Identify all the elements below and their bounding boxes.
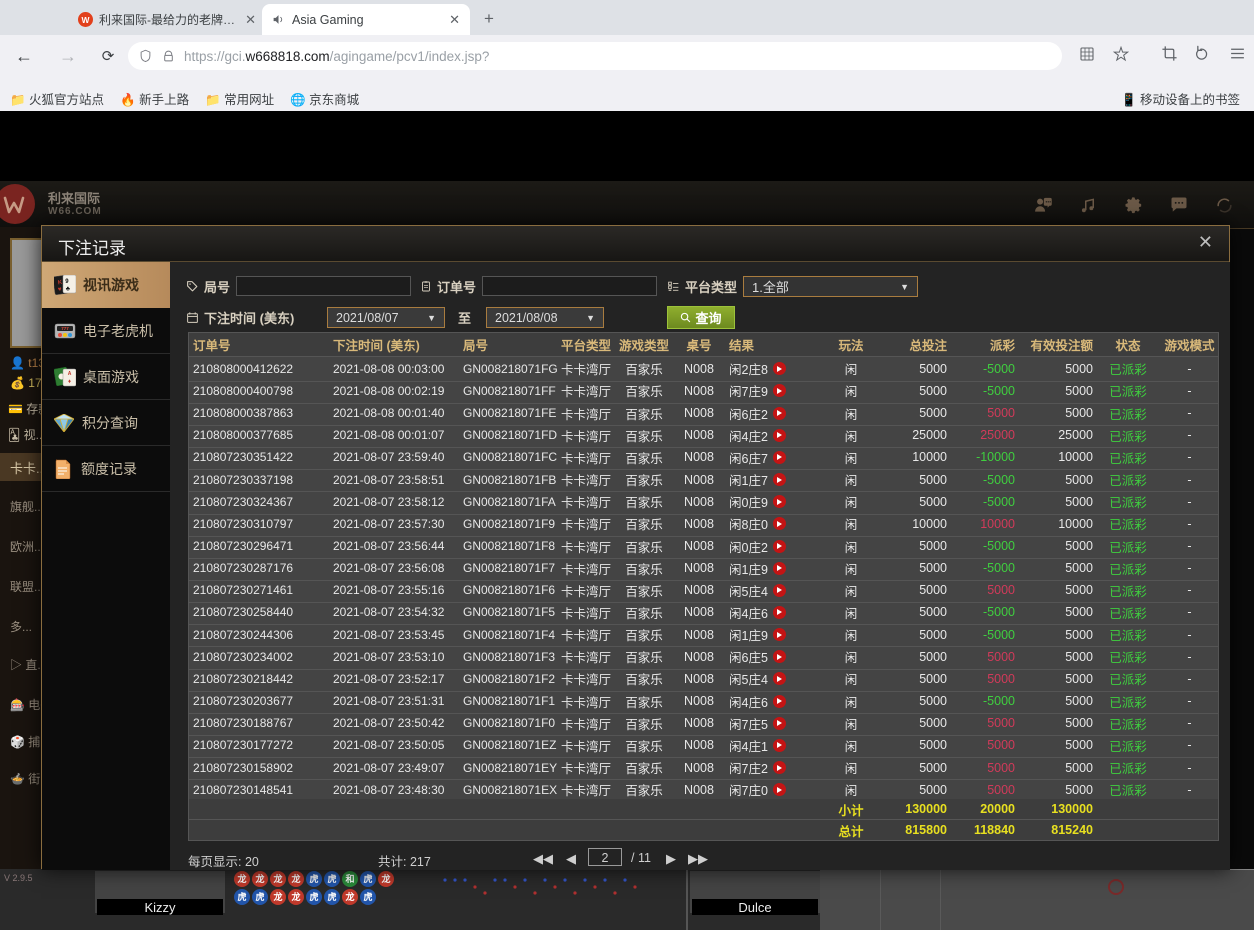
svg-text:虎: 虎 bbox=[327, 873, 336, 884]
svg-text:龙: 龙 bbox=[272, 891, 282, 902]
svg-text:A: A bbox=[68, 371, 72, 377]
svg-text:龙: 龙 bbox=[254, 873, 264, 884]
svg-text:♦: ♦ bbox=[68, 379, 71, 385]
svg-text:龙: 龙 bbox=[380, 873, 390, 884]
svg-text:龙: 龙 bbox=[290, 873, 300, 884]
svg-text:♣: ♣ bbox=[66, 286, 71, 293]
svg-text:龙: 龙 bbox=[344, 891, 354, 902]
svg-text:虎: 虎 bbox=[237, 891, 246, 902]
svg-text:虎: 虎 bbox=[363, 891, 372, 902]
svg-text:和: 和 bbox=[344, 873, 354, 884]
svg-text:龙: 龙 bbox=[272, 873, 282, 884]
svg-text:龙: 龙 bbox=[290, 891, 300, 902]
svg-text:虎: 虎 bbox=[255, 891, 264, 902]
svg-text:777: 777 bbox=[61, 326, 69, 331]
svg-text:W: W bbox=[82, 15, 90, 25]
svg-text:虎: 虎 bbox=[327, 891, 336, 902]
svg-text:龙: 龙 bbox=[236, 873, 246, 884]
svg-text:虎: 虎 bbox=[309, 891, 318, 902]
svg-text:虎: 虎 bbox=[309, 873, 318, 884]
svg-text:虎: 虎 bbox=[363, 873, 372, 884]
